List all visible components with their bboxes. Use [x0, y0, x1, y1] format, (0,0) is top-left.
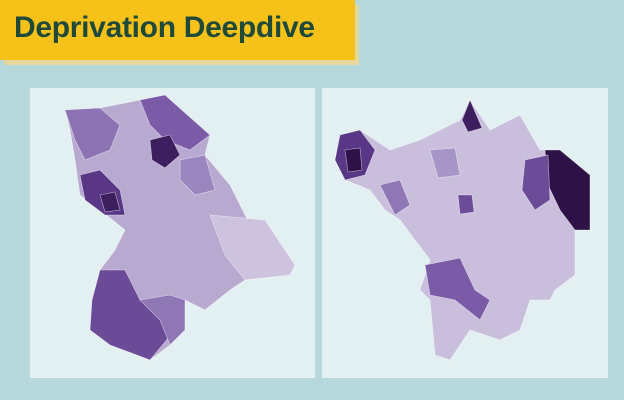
region [149, 134, 181, 169]
region [429, 147, 461, 179]
right-map [334, 99, 591, 361]
region [521, 154, 551, 211]
region [379, 179, 411, 216]
region [139, 294, 186, 346]
region [209, 214, 296, 281]
region [461, 99, 483, 133]
left-map [64, 94, 296, 361]
title: Deprivation Deepdive [14, 11, 315, 44]
region [179, 154, 216, 196]
region [89, 269, 176, 361]
region [544, 149, 591, 231]
region [457, 194, 475, 215]
region [139, 94, 211, 151]
region [344, 147, 363, 173]
region [99, 191, 121, 213]
title-banner: Deprivation Deepdive [0, 0, 355, 60]
region [64, 107, 121, 161]
region [424, 257, 491, 321]
